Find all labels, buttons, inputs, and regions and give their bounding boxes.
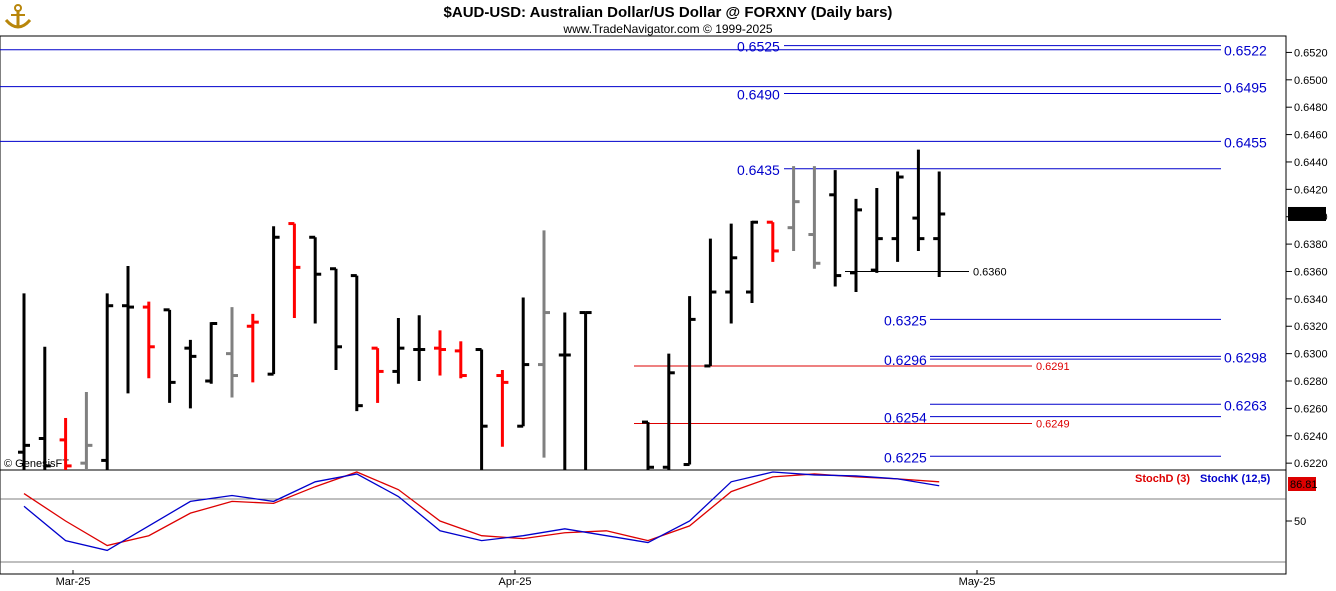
y-tick-label-7: 0.6360	[1294, 266, 1328, 278]
x-tick-label-1: Apr-25	[498, 576, 531, 588]
level-label-mid-1: 0.6490	[737, 87, 780, 103]
y-tick-label-10: 0.6420	[1294, 184, 1328, 196]
ohlc-bar-22	[475, 348, 488, 470]
y-tick-label-13: 0.6480	[1294, 102, 1328, 114]
ohlc-bar-23	[496, 370, 509, 447]
level-label-right-2: 0.6455	[1224, 134, 1267, 150]
ohlc-bar-13	[288, 222, 301, 319]
last-price-box	[1288, 206, 1326, 221]
y-tick-label-6: 0.6340	[1294, 294, 1328, 306]
level-label-mid-3: 0.6325	[884, 312, 927, 328]
ohlc-bar-41	[912, 149, 925, 251]
ohlc-bar-25	[538, 230, 550, 458]
ohlc-bar-27	[579, 311, 592, 470]
ohlc-bar-29	[662, 353, 675, 470]
ohlc-bar-28	[642, 420, 654, 470]
y-tick-label-11: 0.6440	[1294, 157, 1328, 169]
ohlc-bar-39	[870, 187, 883, 273]
ohlc-bar-17	[371, 346, 384, 403]
x-tick-label-0: Mar-25	[56, 576, 91, 588]
y-tick-label-1: 0.6240	[1294, 431, 1328, 443]
stoch-tick-label-50: 50	[1294, 516, 1306, 528]
ohlc-bar-8	[184, 339, 197, 409]
y-tick-label-2: 0.6260	[1294, 403, 1328, 415]
ohlc-bar-9	[205, 322, 218, 384]
ohlc-bar-15	[330, 267, 342, 371]
ohlc-bar-6	[142, 301, 155, 379]
ohlc-bar-32	[725, 223, 738, 324]
level-label-mid-6: 0.6225	[884, 449, 927, 465]
chart-title: $AUD-USD: Australian Dollar/US Dollar @ …	[444, 4, 893, 21]
y-tick-label-5: 0.6320	[1294, 321, 1328, 333]
y-tick-label-15: 0.6520	[1294, 47, 1328, 59]
level-label-mid-5: 0.6254	[884, 410, 927, 426]
watermark: © GenesisFT	[4, 458, 69, 470]
last-price-label: 0.6402	[1290, 209, 1324, 221]
ohlc-bar-30	[683, 296, 696, 467]
level-label-right-1: 0.6495	[1224, 80, 1267, 96]
ohlc-bar-42	[933, 171, 946, 277]
ohlc-bar-14	[309, 235, 322, 324]
y-tick-label-12: 0.6460	[1294, 130, 1328, 142]
stoch-last-label: 86.81	[1290, 479, 1318, 491]
ohlc-bar-12	[267, 226, 280, 376]
y-tick-label-0: 0.6220	[1294, 458, 1328, 470]
ohlc-bar-10	[226, 307, 238, 398]
level-label-red-1: 0.6249	[1036, 418, 1070, 430]
level-label-red-0: 0.6291	[1036, 361, 1070, 373]
stoch-line-0	[23, 471, 940, 547]
stoch-last-box	[1288, 477, 1316, 491]
ohlc-bar-40	[891, 171, 904, 262]
main-frame	[0, 35, 1287, 575]
ohlc-bar-24	[517, 297, 530, 428]
legend-stochk: StochK (12,5)	[1200, 473, 1271, 485]
ohlc-bar-19	[413, 315, 426, 382]
ohlc-bar-21	[454, 341, 467, 379]
ohlc-bar-2	[59, 417, 72, 470]
chart-subtitle: www.TradeNavigator.com © 1999-2025	[562, 22, 772, 36]
ohlc-bar-36	[808, 166, 821, 269]
ohlc-bar-31	[704, 238, 717, 368]
level-label-black: 0.6360	[973, 266, 1007, 278]
ohlc-bar-33	[746, 220, 758, 303]
ohlc-bar-37	[829, 170, 842, 287]
ohlc-bar-7	[163, 308, 176, 403]
level-label-mid-2: 0.6435	[737, 162, 780, 178]
y-tick-label-3: 0.6280	[1294, 376, 1328, 388]
level-label-mid-0: 0.6525	[737, 39, 780, 55]
level-label-right-3: 0.6298	[1224, 349, 1267, 365]
ohlc-bar-1	[38, 346, 51, 470]
ohlc-bar-0	[18, 293, 30, 470]
ohlc-bar-18	[392, 318, 405, 384]
ohlc-bar-3	[80, 391, 93, 470]
ohlc-bar-16	[350, 274, 363, 412]
ohlc-bar-20	[434, 330, 446, 376]
level-label-right-4: 0.6263	[1224, 397, 1267, 413]
y-tick-label-4: 0.6300	[1294, 349, 1328, 361]
ohlc-bar-38	[850, 198, 862, 293]
anchor-logo-icon	[4, 4, 32, 29]
stoch-line-1	[23, 471, 940, 552]
level-label-mid-4: 0.6296	[884, 352, 927, 368]
y-tick-label-8: 0.6380	[1294, 239, 1328, 251]
x-tick-label-2: May-25	[959, 576, 996, 588]
ohlc-bar-4	[101, 293, 114, 470]
ohlc-bar-11	[246, 313, 259, 383]
ohlc-bar-35	[787, 166, 800, 251]
ohlc-bar-26	[558, 312, 571, 470]
ohlc-bar-34	[766, 220, 779, 262]
ohlc-bar-5	[122, 266, 134, 394]
legend-stochd: StochD (3)	[1135, 473, 1190, 485]
y-tick-label-14: 0.6500	[1294, 75, 1328, 87]
level-label-right-0: 0.6522	[1224, 43, 1267, 59]
